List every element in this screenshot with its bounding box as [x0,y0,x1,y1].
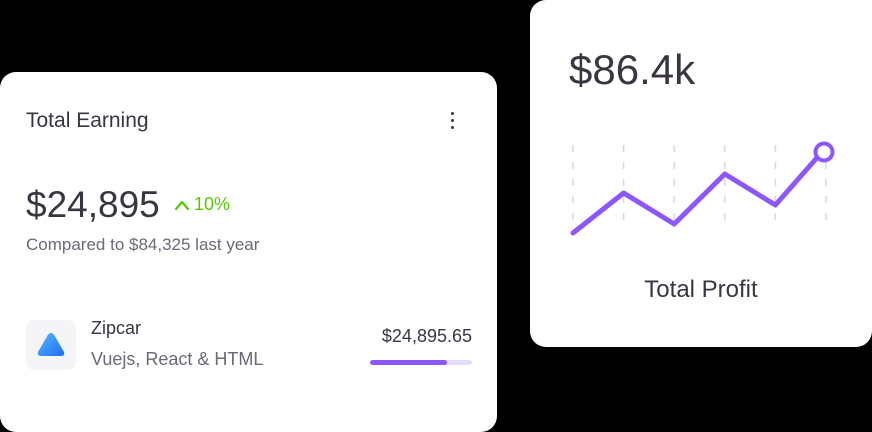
profit-line-chart [570,141,835,236]
profit-label: Total Profit [644,276,758,303]
progress-fill [370,360,447,365]
change-value: 10% [194,194,231,214]
item-name: Zipcar [91,318,142,338]
item-amount: $24,895.65 [381,326,472,346]
chevron-up-icon [174,200,190,210]
profit-value: $86.4k [569,46,696,93]
change-badge: 10% [174,194,230,215]
end-point-marker [813,141,835,163]
total-earning-card: Total Earning $24,895 10% Compared to $8… [0,72,497,432]
earning-amount: $24,895 [26,184,160,225]
zipcar-logo-icon [26,320,76,370]
total-profit-card: $86.4k Total Profit [530,0,872,347]
item-subtitle: Vuejs, React & HTML [91,349,264,369]
profit-series-line [570,149,825,236]
comparison-text: Compared to $84,325 last year [26,235,260,254]
card-title: Total Earning [26,109,149,132]
item-progress-bar [370,360,472,365]
more-vertical-icon[interactable] [440,106,464,134]
